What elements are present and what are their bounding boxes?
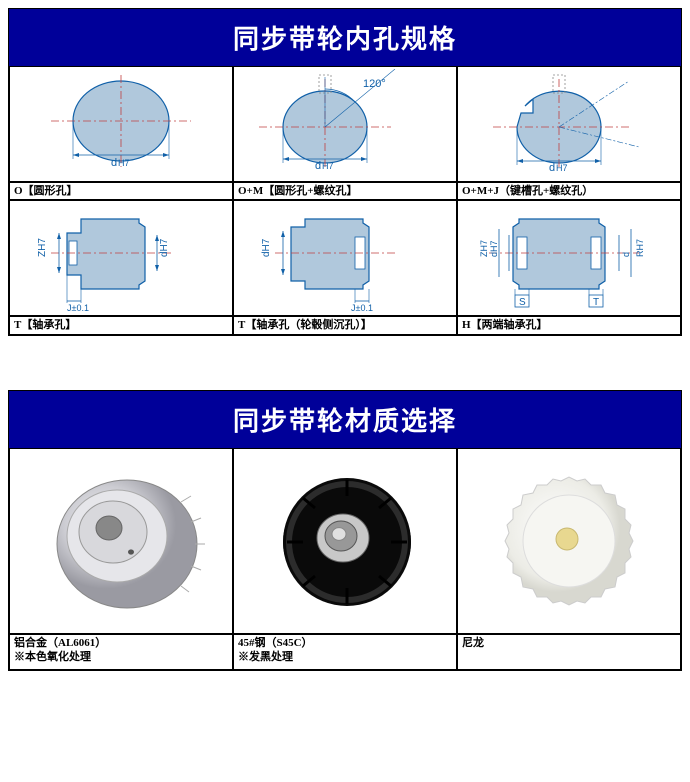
svg-text:J±0.1: J±0.1 bbox=[351, 303, 373, 313]
svg-text:dH7: dH7 bbox=[261, 239, 272, 258]
angle-120: 120° bbox=[363, 78, 386, 90]
diagram-omj-keyway: d H7 bbox=[457, 66, 681, 182]
label-alu: 铝合金（AL6061） ※本色氧化处理 bbox=[9, 634, 233, 670]
svg-text:dH7: dH7 bbox=[159, 239, 170, 258]
label-nylon: 尼龙 bbox=[457, 634, 681, 670]
svg-text:RH7: RH7 bbox=[635, 239, 645, 257]
svg-text:H7: H7 bbox=[322, 161, 334, 171]
svg-text:J±0.1: J±0.1 bbox=[67, 303, 89, 313]
bore-spec-grid: d H7 120° d H7 bbox=[9, 66, 681, 335]
material-section: 同步带轮材质选择 bbox=[8, 390, 682, 671]
label-nylon-line1: 尼龙 bbox=[462, 636, 676, 650]
material-nylon-image bbox=[457, 448, 681, 634]
label-steel: 45#钢（S45C） ※发黑处理 bbox=[233, 634, 457, 670]
svg-text:ZH7: ZH7 bbox=[479, 240, 489, 257]
label-alu-line2: ※本色氧化处理 bbox=[14, 650, 228, 664]
diagram-o-round: d H7 bbox=[9, 66, 233, 182]
label-t-hub: T【轴承孔（轮毂侧沉孔）】 bbox=[233, 316, 457, 334]
material-title: 同步带轮材质选择 bbox=[9, 391, 681, 448]
bore-spec-title: 同步带轮内孔规格 bbox=[9, 9, 681, 66]
svg-text:H7: H7 bbox=[118, 158, 130, 168]
bore-spec-section: 同步带轮内孔规格 d H7 bbox=[8, 8, 682, 336]
svg-text:d: d bbox=[621, 252, 631, 257]
svg-text:d: d bbox=[315, 160, 321, 172]
svg-text:H7: H7 bbox=[556, 163, 568, 173]
dim-dh7: d bbox=[111, 157, 117, 169]
svg-text:T: T bbox=[593, 297, 599, 308]
svg-text:ZH7: ZH7 bbox=[37, 238, 48, 257]
label-o: O【圆形孔】 bbox=[9, 182, 233, 200]
label-omj: O+M+J（键槽孔+螺纹孔） bbox=[457, 182, 681, 200]
diagram-h-both-bearing: ZH7 dH7 d RH7 S T bbox=[457, 200, 681, 316]
label-t: T【轴承孔】 bbox=[9, 316, 233, 334]
svg-text:S: S bbox=[519, 297, 526, 308]
material-grid: 铝合金（AL6061） ※本色氧化处理 45#钢（S45C） ※发黑处理 尼龙 bbox=[9, 448, 681, 670]
diagram-om-thread: 120° d H7 bbox=[233, 66, 457, 182]
diagram-t-bearing: ZH7 dH7 J±0.1 bbox=[9, 200, 233, 316]
label-alu-line1: 铝合金（AL6061） bbox=[14, 636, 228, 650]
material-steel-image bbox=[233, 448, 457, 634]
svg-text:d: d bbox=[549, 162, 555, 174]
material-alu-image bbox=[9, 448, 233, 634]
label-steel-line2: ※发黑处理 bbox=[238, 650, 452, 664]
svg-text:dH7: dH7 bbox=[489, 241, 499, 258]
diagram-t-bearing-hub: dH7 J±0.1 bbox=[233, 200, 457, 316]
label-om: O+M【圆形孔+螺纹孔】 bbox=[233, 182, 457, 200]
label-steel-line1: 45#钢（S45C） bbox=[238, 636, 452, 650]
label-h: H【两端轴承孔】 bbox=[457, 316, 681, 334]
